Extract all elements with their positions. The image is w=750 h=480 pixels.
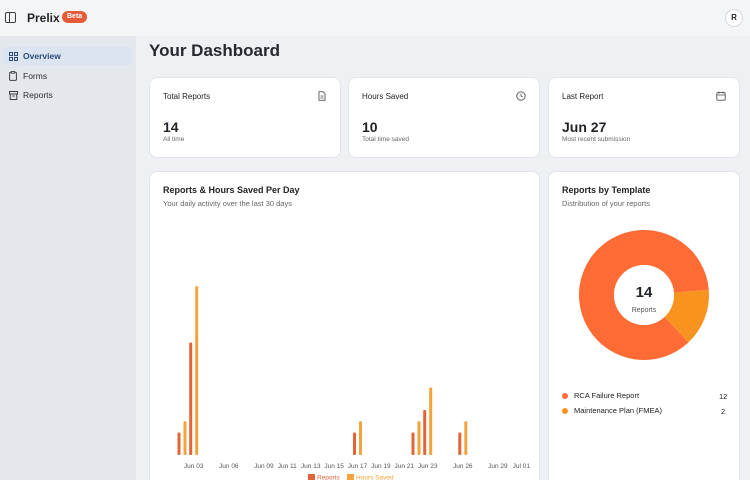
bar-reports xyxy=(177,432,181,455)
bar-chart: Jun 03 Jun 06 Jun 09 Jun 11 Jun 13 Jun 15 Jun … xyxy=(177,286,531,480)
bar-hours-saved xyxy=(464,421,468,455)
stat-value: 14 xyxy=(163,119,179,135)
pie-legend-item: RCA Failure Report xyxy=(562,391,639,400)
x-tick-label: Jun 06 xyxy=(219,463,239,470)
x-tick-label: Jun 17 xyxy=(348,463,368,470)
app-name: Prelix xyxy=(27,11,60,25)
bar-hours-saved xyxy=(195,286,199,455)
bar-reports xyxy=(411,432,415,455)
sidebar-item-label: Forms xyxy=(23,71,48,81)
stat-subtext: Total time saved xyxy=(362,136,409,143)
pie-legend-count: 2 xyxy=(721,407,726,416)
x-tick-label: Jun 03 xyxy=(184,463,204,470)
avatar[interactable]: R xyxy=(725,9,743,27)
x-tick-label: Jun 26 xyxy=(453,463,473,470)
sidebar-item-reports[interactable]: Reports xyxy=(2,86,132,104)
clock-icon xyxy=(516,91,526,101)
stat-card-total-reports: Total Reports 14 All time xyxy=(150,78,340,157)
sidebar-item-forms[interactable]: Forms xyxy=(2,67,132,85)
stat-card-hours-saved: Hours Saved 10 Total time saved xyxy=(349,78,539,157)
x-tick-label: Jul 01 xyxy=(513,463,531,470)
clipboard-icon xyxy=(7,71,19,81)
bar-hours-saved xyxy=(359,421,362,455)
bar-reports xyxy=(189,342,193,455)
pie-chart-card: Reports by Template Distribution of your… xyxy=(549,172,739,480)
sidebar-item-label: Overview xyxy=(23,51,61,61)
pie-chart-subtitle: Distribution of your reports xyxy=(562,199,650,208)
bar-chart-subtitle: Your daily activity over the last 30 day… xyxy=(163,199,292,208)
sidebar-toggle-icon[interactable] xyxy=(5,12,16,23)
legend-swatch xyxy=(347,474,354,480)
x-tick-label: Jun 29 xyxy=(488,463,508,470)
sidebar: Overview Forms Reports xyxy=(0,36,136,480)
bar-reports xyxy=(423,410,427,455)
pie-legend-label: RCA Failure Report xyxy=(574,391,640,400)
donut-hole xyxy=(614,265,674,325)
stat-subtext: All time xyxy=(163,136,185,143)
x-tick-label: Jun 21 xyxy=(395,463,415,470)
legend-label: Reports xyxy=(317,475,341,480)
bar-hours-saved xyxy=(417,421,421,455)
stat-subtext: Most recent submission xyxy=(562,136,631,143)
main-content: Your Dashboard Total Reports 14 All time… xyxy=(136,36,750,480)
bar-hours-saved xyxy=(429,387,433,455)
pie-legend-label: Maintenance Plan (FMEA) xyxy=(574,406,662,415)
bar-reports xyxy=(458,432,462,455)
stat-label: Hours Saved xyxy=(362,92,409,101)
pie-chart-title: Reports by Template xyxy=(562,185,651,195)
legend-dot xyxy=(562,407,568,414)
beta-badge: Beta xyxy=(62,11,88,23)
x-tick-label: Jun 13 xyxy=(301,463,321,470)
x-tick-label: Jun 11 xyxy=(278,463,297,470)
stat-value: Jun 27 xyxy=(562,119,607,135)
grid-icon xyxy=(7,51,19,61)
stat-label: Total Reports xyxy=(163,92,211,101)
donut-center-label: Reports xyxy=(632,307,657,314)
stat-label: Last Report xyxy=(562,92,604,101)
bar-hours-saved xyxy=(183,421,187,455)
sidebar-item-label: Reports xyxy=(23,90,53,100)
stat-value: 10 xyxy=(362,119,378,135)
legend-swatch xyxy=(308,474,315,480)
donut-chart: 14 Reports xyxy=(579,230,709,360)
top-bar: Prelix Beta R xyxy=(0,0,750,36)
page-title: Your Dashboard xyxy=(149,41,280,60)
x-tick-label: Jun 15 xyxy=(324,463,344,470)
sidebar-item-overview[interactable]: Overview xyxy=(2,47,132,65)
donut-center-value: 14 xyxy=(636,284,653,301)
calendar-icon xyxy=(716,91,726,101)
bar-reports xyxy=(353,432,356,455)
legend-dot xyxy=(562,392,568,399)
pie-legend-count: 12 xyxy=(719,392,728,401)
x-tick-label: Jun 23 xyxy=(418,463,438,470)
donut-slice-maintenance-plan xyxy=(664,289,709,343)
donut-slice-rca-failure-report xyxy=(579,230,709,360)
stat-card-last-report: Last Report Jun 27 Most recent submissio… xyxy=(549,78,739,157)
legend-label: Hours Saved xyxy=(356,475,394,480)
archive-icon xyxy=(7,90,19,100)
x-tick-label: Jun 09 xyxy=(254,463,274,470)
bar-chart-title: Reports & Hours Saved Per Day xyxy=(163,185,300,195)
x-tick-label: Jun 19 xyxy=(371,463,391,470)
pie-legend-item: Maintenance Plan (FMEA) xyxy=(562,406,662,415)
bar-chart-card: Reports & Hours Saved Per Day Your daily… xyxy=(150,172,539,480)
document-icon xyxy=(318,91,326,101)
